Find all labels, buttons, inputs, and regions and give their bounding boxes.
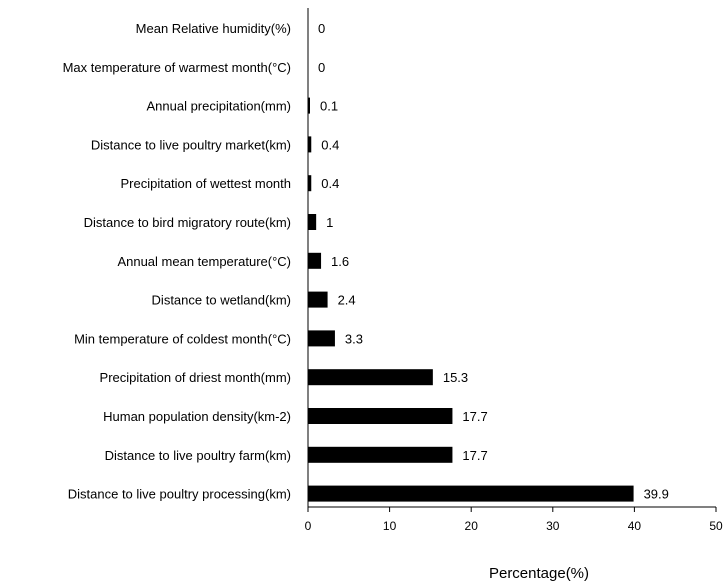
- x-tick-label: 50: [709, 519, 723, 533]
- x-tick-label: 20: [465, 519, 479, 533]
- value-label: 0: [318, 21, 325, 36]
- bar: [308, 97, 310, 114]
- value-label: 0: [318, 60, 325, 75]
- value-label: 0.4: [321, 137, 339, 152]
- value-label: 1: [326, 215, 333, 230]
- bar: [308, 136, 312, 153]
- value-label: 15.3: [443, 370, 468, 385]
- category-label: Distance to bird migratory route(km): [84, 215, 291, 230]
- x-axis-title: Percentage(%): [489, 565, 589, 582]
- category-label: Precipitation of driest month(mm): [100, 370, 291, 385]
- bar: [308, 252, 322, 269]
- category-label: Distance to wetland(km): [152, 293, 291, 308]
- bar: [308, 214, 317, 230]
- bar: [308, 408, 453, 424]
- bar: [308, 175, 312, 192]
- category-label: Distance to live poultry processing(km): [68, 487, 291, 502]
- x-ticks-group: 0 10 20 30 40 50: [305, 507, 723, 533]
- bar: [308, 369, 433, 386]
- bar: [308, 446, 453, 463]
- x-tick-label: 0: [305, 519, 312, 533]
- category-label: Human population density(km-2): [103, 409, 291, 424]
- value-label: 2.4: [338, 293, 356, 308]
- value-label: 17.7: [462, 448, 487, 463]
- value-label: 17.7: [462, 409, 487, 424]
- category-label: Max temperature of warmest month(°C): [63, 60, 291, 75]
- x-tick-label: 30: [546, 519, 560, 533]
- category-label: Min temperature of coldest month(°C): [74, 331, 291, 346]
- category-label: Mean Relative humidity(%): [136, 21, 291, 36]
- axes-group: [307, 8, 716, 508]
- bars-group: [308, 97, 634, 502]
- category-label: Annual precipitation(mm): [146, 99, 291, 114]
- value-label: 3.3: [345, 331, 363, 346]
- bar: [308, 330, 335, 347]
- bar: [308, 485, 634, 502]
- category-label: Annual mean temperature(°C): [117, 254, 291, 269]
- x-tick-label: 10: [383, 519, 397, 533]
- value-label: 39.9: [644, 487, 669, 502]
- value-label: 1.6: [331, 254, 349, 269]
- category-label: Precipitation of wettest month: [120, 176, 291, 191]
- x-tick-label: 40: [628, 519, 642, 533]
- category-label: Distance to live poultry market(km): [91, 137, 291, 152]
- bar: [308, 291, 328, 308]
- value-label: 0.1: [320, 99, 338, 114]
- category-labels-group: Mean Relative humidity(%) Max temperature…: [63, 21, 291, 502]
- category-label: Distance to live poultry farm(km): [105, 448, 291, 463]
- value-label: 0.4: [321, 176, 339, 191]
- value-labels-group: 0 0 0.1 0.4 0.4 1 1.6 2.4 3.3 15.3 17.7 17.7 39.9: [318, 21, 669, 502]
